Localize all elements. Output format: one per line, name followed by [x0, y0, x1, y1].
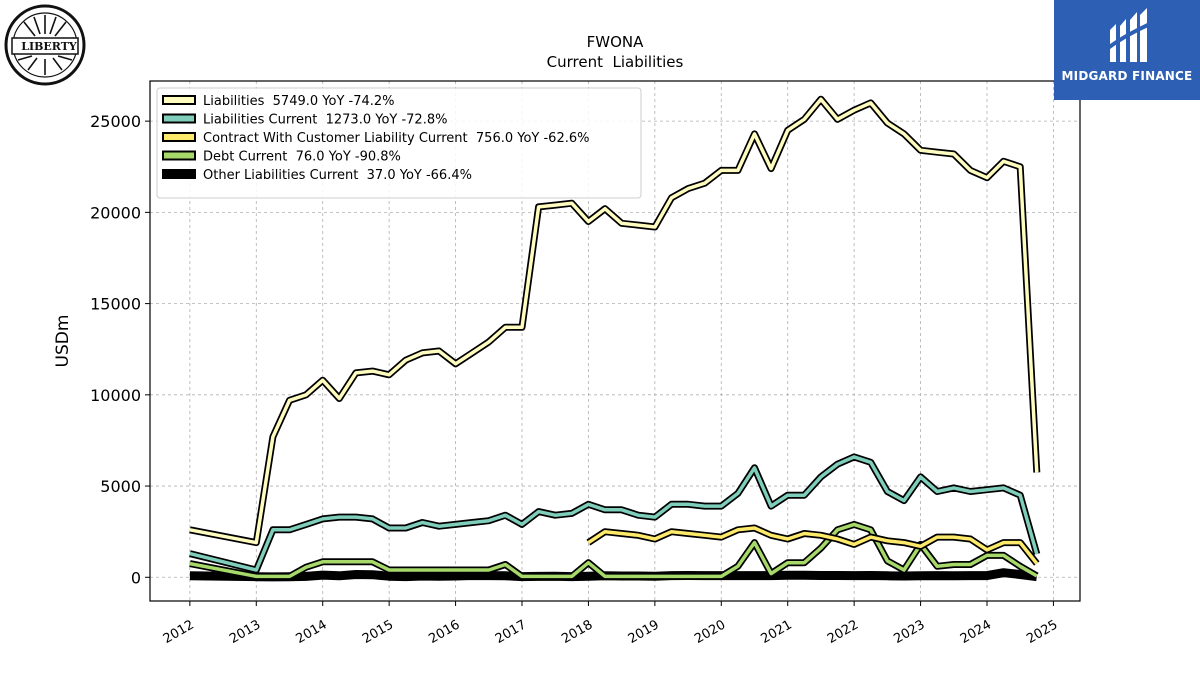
- x-tick-label: 2024: [958, 617, 994, 647]
- x-tick-label: 2012: [161, 617, 197, 647]
- x-tick-label: 2023: [891, 617, 927, 647]
- legend-item: Debt Current 76.0 YoY -90.8%: [162, 150, 401, 165]
- series-line: [189, 97, 1039, 545]
- x-tick-label: 2022: [825, 617, 861, 647]
- series-contract-with-customer-liability-current: [586, 524, 1040, 566]
- y-tick-label: 5000: [100, 477, 141, 496]
- y-tick-label: 25000: [90, 112, 141, 131]
- series-liabilities-current: [189, 453, 1041, 574]
- legend-item: Liabilities Current 1273.0 YoY -72.8%: [162, 113, 447, 128]
- legend-swatch: [162, 150, 196, 161]
- legend-item: Contract With Customer Liability Current…: [162, 131, 589, 146]
- series-lines: [189, 95, 1041, 582]
- x-tick-label: 2016: [426, 617, 462, 647]
- legend: Liabilities 5749.0 YoY -74.2% Liabilities…: [156, 87, 642, 199]
- legend-item: Liabilities 5749.0 YoY -74.2%: [162, 94, 395, 109]
- y-axis-label: USDm: [53, 315, 73, 368]
- x-tick-label: 2025: [1024, 617, 1060, 647]
- y-tick-label: 20000: [90, 203, 141, 222]
- midgard-emblem-icon: [1106, 8, 1151, 62]
- midgard-finance-logo: MIDGARD FINANCE: [1054, 0, 1200, 100]
- legend-swatch: [162, 95, 196, 105]
- chart-title: FWONA: [587, 33, 644, 51]
- legend-swatch: [162, 113, 196, 124]
- series-line: [587, 526, 1039, 565]
- legend-box: [156, 87, 642, 199]
- x-tick-label: 2020: [692, 617, 728, 647]
- legend-label: Other Liabilities Current 37.0 YoY -66.4…: [203, 168, 472, 183]
- legend-label: Liabilities 5749.0 YoY -74.2%: [203, 94, 395, 109]
- y-tick-label: 15000: [90, 295, 141, 314]
- legend-swatch: [162, 132, 196, 142]
- x-tick-label: 2017: [493, 617, 529, 647]
- series-liabilities: [189, 95, 1041, 547]
- liberty-seal-icon: [4, 4, 86, 86]
- series-line: [189, 522, 1038, 579]
- legend-label: Contract With Customer Liability Current…: [203, 131, 589, 146]
- legend-item: Other Liabilities Current 37.0 YoY -66.4…: [162, 168, 472, 183]
- midgard-logo-text: MIDGARD FINANCE: [1061, 69, 1193, 83]
- chart-subtitle: Current Liabilities: [547, 53, 684, 71]
- x-tick-label: 2013: [227, 617, 263, 647]
- legend-swatch: [162, 169, 196, 179]
- x-tick-label: 2019: [626, 617, 662, 647]
- plot-frame: [149, 80, 1081, 602]
- liberty-logo-text: LIBERTY: [21, 40, 77, 53]
- x-tick-label: 2014: [294, 617, 330, 647]
- x-tick-label: 2018: [559, 617, 595, 647]
- y-tick-label: 0: [131, 568, 141, 587]
- liberty-logo: LIBERTY: [4, 4, 86, 86]
- x-tick-label: 2015: [360, 617, 396, 647]
- y-tick-label: 10000: [90, 386, 141, 405]
- legend-label: Debt Current 76.0 YoY -90.8%: [203, 150, 401, 165]
- legend-label: Liabilities Current 1273.0 YoY -72.8%: [203, 113, 447, 128]
- series-line: [189, 455, 1039, 572]
- series-debt-current: [189, 520, 1039, 580]
- x-tick-label: 2021: [759, 617, 795, 647]
- series-outline: [189, 453, 1041, 574]
